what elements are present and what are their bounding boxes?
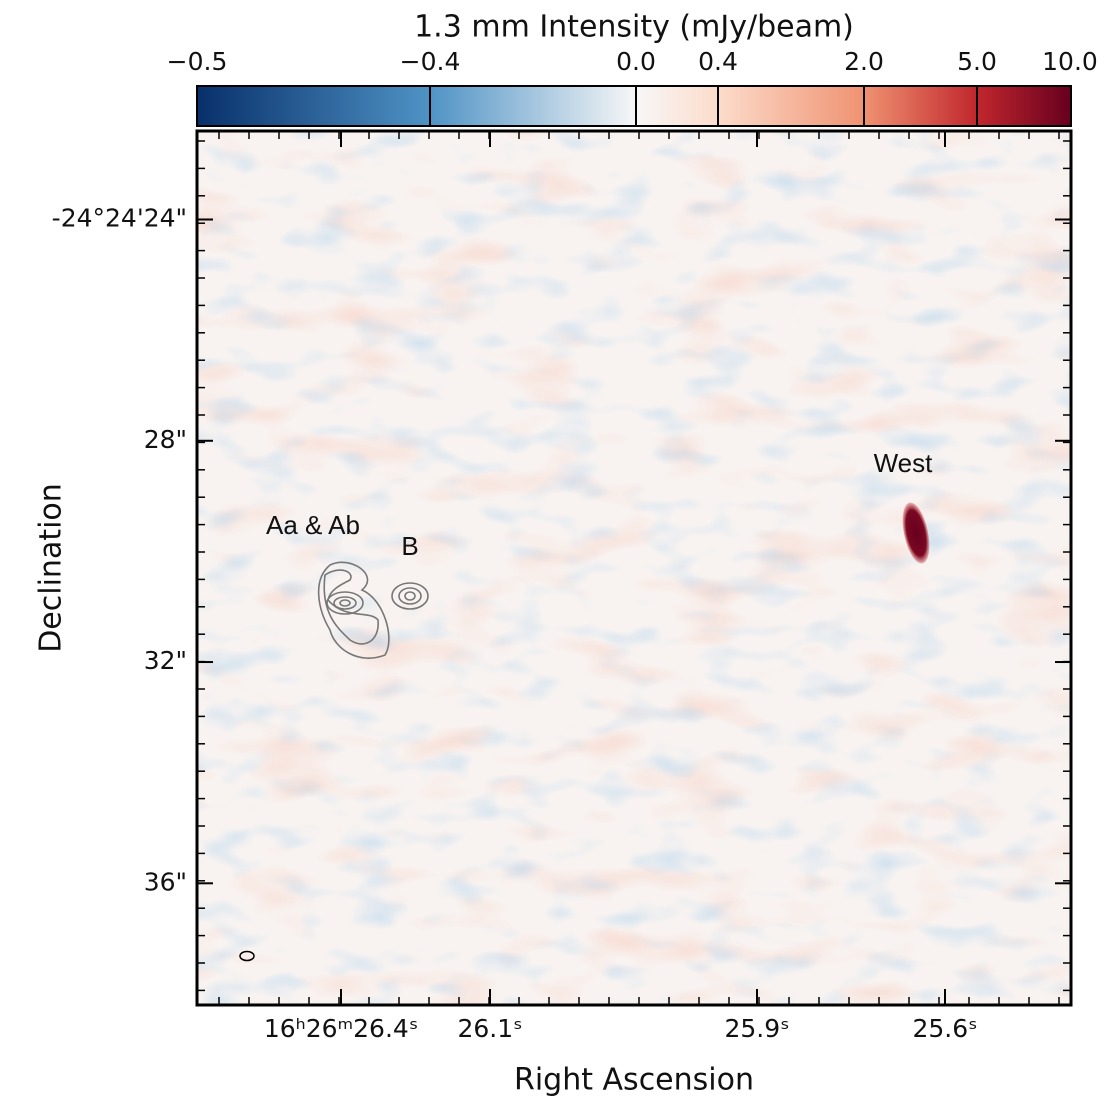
colorbar-segment bbox=[430, 86, 636, 126]
colorbar-segment bbox=[977, 86, 1070, 126]
source-label: B bbox=[401, 531, 418, 561]
y-axis-label: Declination bbox=[34, 483, 69, 653]
colorbar-segment bbox=[864, 86, 977, 126]
image-noise bbox=[197, 131, 1071, 1005]
x-tick-label: 25.6ˢ bbox=[913, 1014, 978, 1043]
colorbar-tick-label: 2.0 bbox=[844, 47, 884, 76]
x-tick-label: 16ʰ26ᵐ26.4ˢ bbox=[264, 1014, 418, 1043]
y-tick-label: 36" bbox=[144, 867, 187, 896]
y-tick-label: -24°24'24" bbox=[52, 204, 187, 233]
source-label: West bbox=[874, 448, 934, 478]
colorbar-tick-label: 0.0 bbox=[616, 47, 656, 76]
source-label: Aa & Ab bbox=[266, 510, 360, 540]
x-tick-label: 26.1ˢ bbox=[458, 1014, 523, 1043]
west-source bbox=[902, 502, 930, 564]
colorbar-tick-label: −0.4 bbox=[400, 47, 461, 76]
colorbar-segment bbox=[718, 86, 864, 126]
y-tick-label: 28" bbox=[144, 425, 187, 454]
beam bbox=[239, 950, 255, 962]
plot-frame bbox=[195, 129, 1073, 1007]
colorbar-frame bbox=[196, 85, 1072, 127]
colorbar-segment bbox=[636, 86, 718, 126]
y-tick-label: 32" bbox=[144, 646, 187, 675]
colorbar-segment bbox=[197, 86, 430, 126]
x-tick-label: 25.9ˢ bbox=[725, 1014, 790, 1043]
x-axis-label: Right Ascension bbox=[514, 1063, 754, 1098]
image-panel bbox=[195, 129, 1073, 1007]
colorbar-tick-label: 5.0 bbox=[957, 47, 997, 76]
colorbar-tick-label: 10.0 bbox=[1042, 47, 1098, 76]
colorbar-tick-label: −0.5 bbox=[167, 47, 228, 76]
colorbar-label: 1.3 mm Intensity (mJy/beam) bbox=[414, 10, 854, 45]
contours bbox=[317, 561, 429, 659]
colorbar-tick-label: 0.4 bbox=[698, 47, 738, 76]
